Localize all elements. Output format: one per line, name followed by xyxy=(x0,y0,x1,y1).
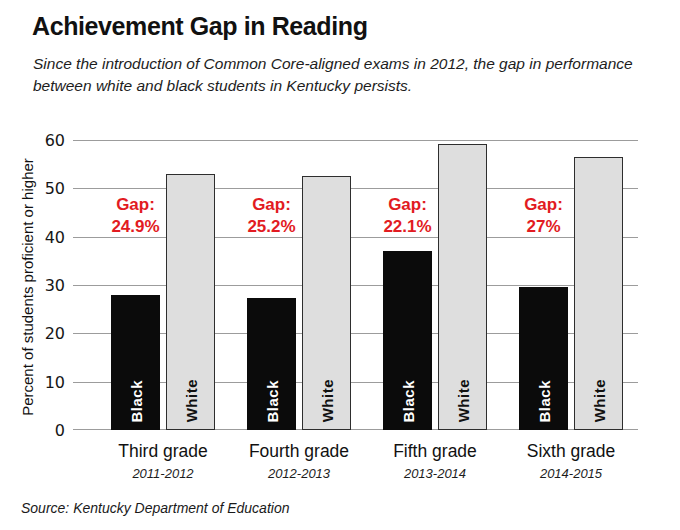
gap-annotation-third-grade: Gap:24.9% xyxy=(81,194,191,238)
x-category-fourth-grade: Fourth grade 2012-2013 xyxy=(229,441,369,481)
bar-label-black: Black xyxy=(127,380,144,423)
x-category-sixth-grade: Sixth grade 2014-2015 xyxy=(501,441,641,481)
bar-black-fifth-grade: Black xyxy=(383,251,432,430)
x-category-label: Fifth grade xyxy=(365,441,505,461)
bar-label-black: Black xyxy=(535,380,552,423)
bar-label-black: Black xyxy=(399,380,416,423)
gap-annotation-prefix: Gap: xyxy=(353,194,463,216)
bar-black-third-grade: Black xyxy=(111,295,160,430)
gap-annotation-prefix: Gap: xyxy=(489,194,599,216)
y-tick-label-40: 40 xyxy=(45,227,65,246)
bar-black-fourth-grade: Black xyxy=(247,298,296,430)
gap-annotation-fourth-grade: Gap:25.2% xyxy=(217,194,327,238)
x-category-label: Third grade xyxy=(93,441,233,461)
gridline-y-50 xyxy=(73,188,638,189)
gridline-y-30 xyxy=(73,285,638,286)
y-tick-label-20: 20 xyxy=(45,324,65,343)
x-category-sublabel: 2011-2012 xyxy=(93,466,233,481)
y-tick-label-30: 30 xyxy=(45,276,65,295)
y-tick-label-0: 0 xyxy=(55,421,65,440)
source-note: Source: Kentucky Department of Education xyxy=(21,500,289,516)
x-category-sublabel: 2013-2014 xyxy=(365,466,505,481)
plot-area: 0102030405060BlackWhiteGap:24.9%BlackWhi… xyxy=(73,140,638,430)
gap-annotation-value: 24.9% xyxy=(81,216,191,238)
gap-annotation-prefix: Gap: xyxy=(217,194,327,216)
gap-annotation-sixth-grade: Gap:27% xyxy=(489,194,599,238)
gap-annotation-value: 22.1% xyxy=(353,216,463,238)
y-tick-label-50: 50 xyxy=(45,179,65,198)
x-category-sublabel: 2014-2015 xyxy=(501,466,641,481)
bar-white-fifth-grade: White xyxy=(438,144,487,430)
chart-subtitle-line1: Since the introduction of Common Core-al… xyxy=(33,55,633,72)
x-category-sublabel: 2012-2013 xyxy=(229,466,369,481)
chart-subtitle: Since the introduction of Common Core-al… xyxy=(33,53,648,97)
bar-label-black: Black xyxy=(263,380,280,423)
gap-annotation-prefix: Gap: xyxy=(81,194,191,216)
y-tick-label-60: 60 xyxy=(45,131,65,150)
bar-black-sixth-grade: Black xyxy=(519,287,568,430)
gap-annotation-fifth-grade: Gap:22.1% xyxy=(353,194,463,238)
y-tick-label-10: 10 xyxy=(45,372,65,391)
bar-label-white: White xyxy=(454,379,471,422)
x-category-fifth-grade: Fifth grade 2013-2014 xyxy=(365,441,505,481)
chart-subtitle-line2: between white and black students in Kent… xyxy=(33,77,412,94)
gap-annotation-value: 27% xyxy=(489,216,599,238)
bar-label-white: White xyxy=(318,379,335,422)
x-category-third-grade: Third grade 2011-2012 xyxy=(93,441,233,481)
bar-label-white: White xyxy=(590,379,607,422)
gap-annotation-value: 25.2% xyxy=(217,216,327,238)
chart-title: Achievement Gap in Reading xyxy=(32,12,368,41)
y-axis-title: Percent of students proficient or higher xyxy=(19,158,36,416)
x-category-label: Fourth grade xyxy=(229,441,369,461)
bar-label-white: White xyxy=(182,379,199,422)
x-category-label: Sixth grade xyxy=(501,441,641,461)
gridline-y-60 xyxy=(73,140,638,141)
